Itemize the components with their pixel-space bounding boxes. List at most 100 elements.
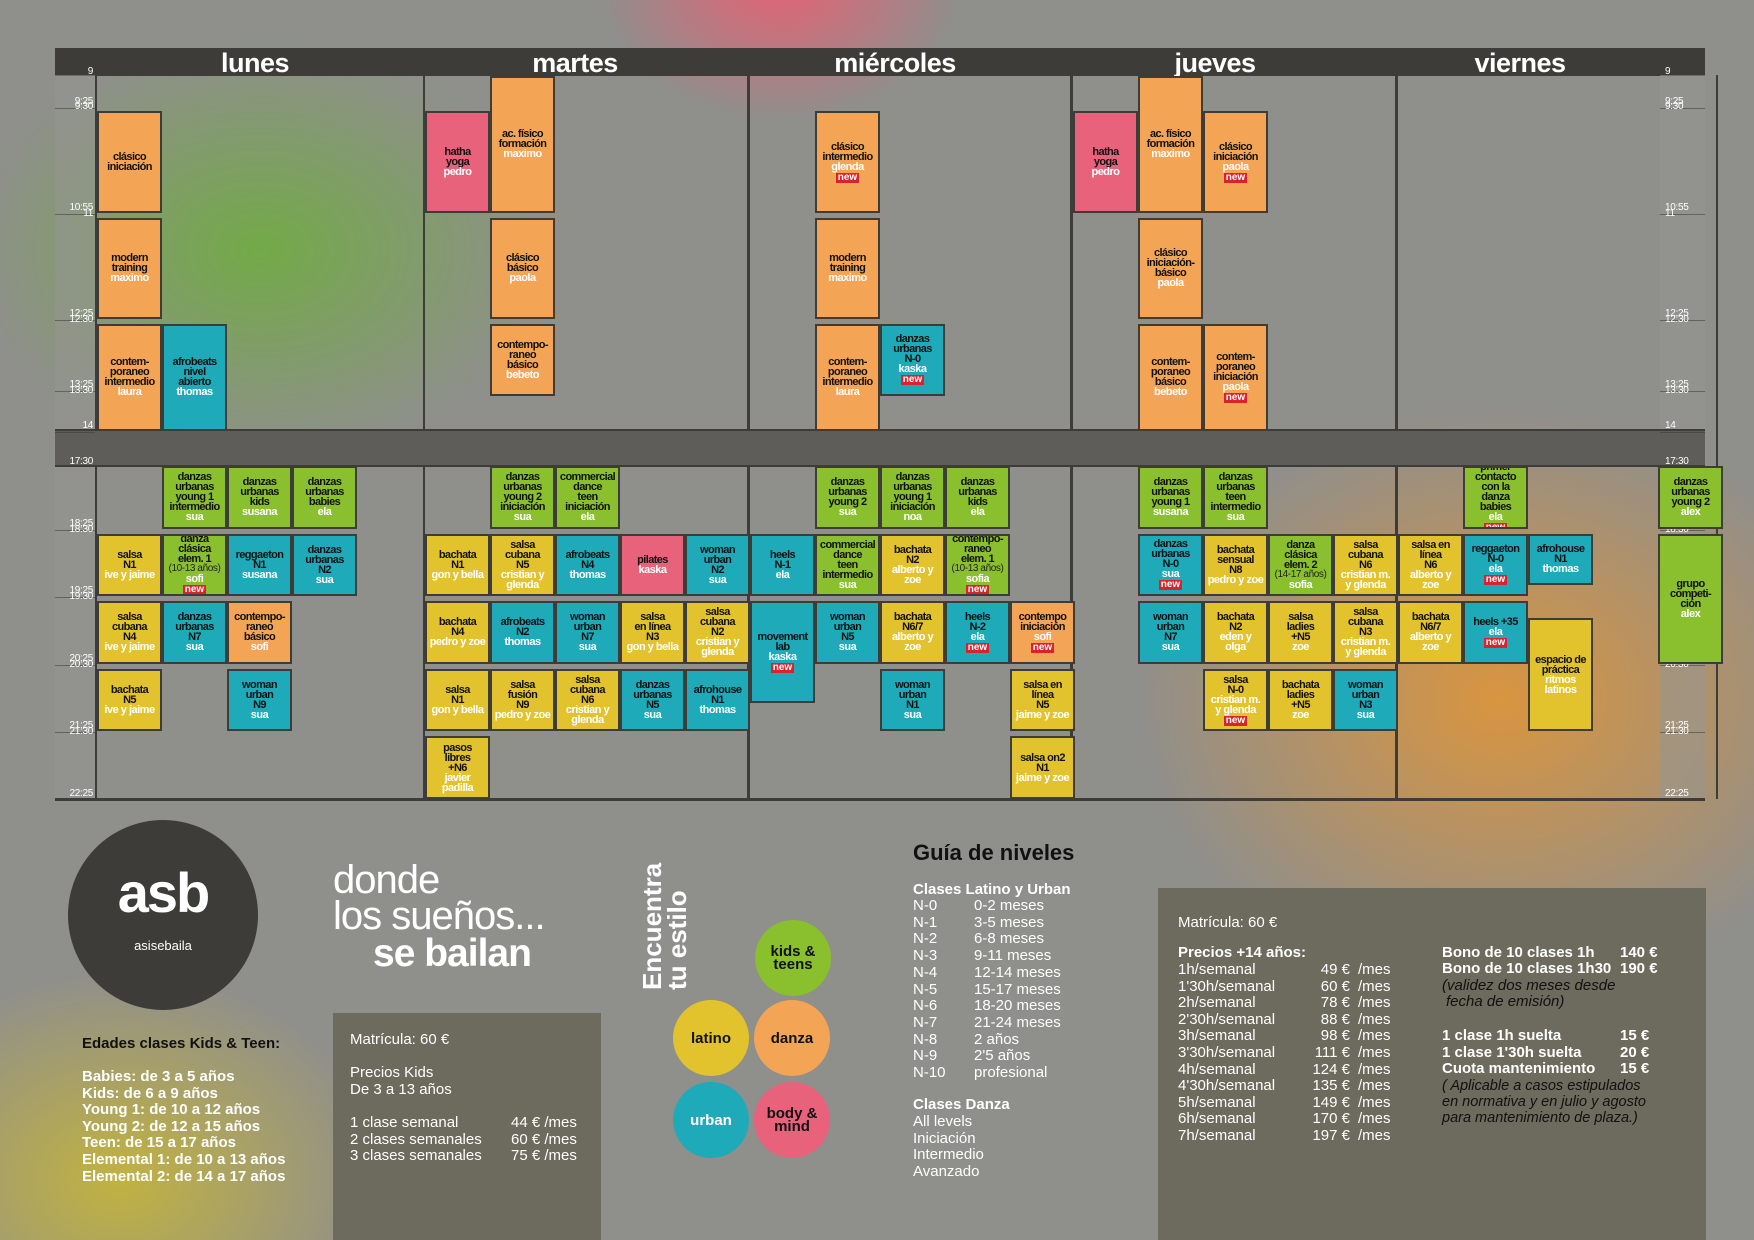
class-block[interactable]: salsa en línea N5 jaime y zoe (1010, 668, 1075, 732)
price-row-label: 3'30h/semanal (1178, 1044, 1276, 1061)
class-block[interactable]: afrohouse N1 thomas (685, 668, 750, 732)
class-block[interactable]: commercial dance teen intermedio sua (815, 533, 880, 597)
class-block[interactable]: primer contacto con la danza babies ela ne… (1463, 466, 1528, 529)
class-block[interactable]: danzas urbanas kids ela (945, 466, 1010, 529)
style-circle-2[interactable]: danza (754, 1000, 830, 1076)
class-block[interactable]: woman urban N5 sua (815, 601, 880, 664)
class-block[interactable]: contempo- raneo elem. 1 (10-13 años) sofia… (945, 533, 1010, 597)
class-block[interactable]: salsa cubana N4 ive y jaime (97, 601, 162, 664)
class-block[interactable]: danzas urbanas babies ela (292, 466, 357, 529)
class-block[interactable]: danzas urbanas teen intermedio sua (1203, 466, 1268, 529)
class-block[interactable]: heels N-2 ela new (945, 601, 1010, 664)
class-teacher: pedro y zoe (429, 636, 486, 649)
class-block[interactable]: salsa ladies +N5 zoe (1268, 601, 1333, 664)
style-title: Encuentra tu estilo (637, 840, 700, 990)
class-block[interactable]: afrohouse N1 thomas (1528, 533, 1593, 586)
class-block[interactable]: bachata ladies +N5 zoe (1268, 668, 1333, 732)
class-block[interactable]: salsa cubana N3 cristian m. y glenda (1333, 601, 1398, 664)
class-block[interactable]: pilates kaska (620, 533, 685, 597)
class-block[interactable]: danzas urbanas young 2 alex (1658, 466, 1723, 529)
class-block[interactable]: clásico iniciación- básico paola (1138, 217, 1203, 319)
class-block[interactable]: afrobeats N2 thomas (490, 601, 555, 664)
class-block[interactable]: movement lab kaska new (750, 601, 815, 704)
class-block[interactable]: bachata N2 eden y olga (1203, 601, 1268, 664)
class-block[interactable]: danzas urbanas N2 sua (292, 533, 357, 597)
class-block[interactable]: heels N-1 ela (750, 533, 815, 597)
class-block[interactable]: bachata sensual N8 pedro y zoe (1203, 533, 1268, 597)
class-block[interactable]: contempo- raneo básico bebeto (490, 323, 555, 396)
class-block[interactable]: bachata N6/7 alberto y zoe (880, 601, 945, 664)
class-block[interactable]: salsa on2 N1 jaime y zoe (1010, 736, 1075, 799)
class-block[interactable]: ac. físico formación maximo (1138, 76, 1203, 213)
class-block[interactable]: contempo iniciación sofi new (1010, 601, 1075, 664)
class-block[interactable]: hatha yoga pedro (425, 111, 490, 213)
class-block[interactable]: salsa cubana N2 cristian y glenda (685, 601, 750, 664)
class-block[interactable]: ac. físico formación maximo (490, 76, 555, 213)
style-circle-4[interactable]: body & mind (754, 1082, 830, 1158)
class-block[interactable]: reggaeton N1 susana (227, 533, 292, 597)
class-block[interactable]: woman urban N9 sua (227, 668, 292, 732)
class-block[interactable]: heels +35 ela new (1463, 601, 1528, 664)
style-circle-0[interactable]: kids & teens (755, 920, 831, 996)
class-teacher: sua (315, 573, 334, 586)
class-block[interactable]: woman urban N7 sua (1138, 601, 1203, 664)
class-block[interactable]: modern training maximo (97, 217, 162, 319)
class-block[interactable]: commercial dance teen iniciación ela (555, 466, 620, 529)
class-block[interactable]: salsa en línea N6 alberto y zoe (1398, 533, 1463, 597)
class-teacher: ritmos latinos (1544, 673, 1577, 696)
class-block[interactable]: pasos libres +N6 javier padilla (425, 736, 490, 799)
class-block[interactable]: salsa N1 ive y jaime (97, 533, 162, 597)
class-block[interactable]: contem- poraneo intermedio laura (815, 323, 880, 431)
class-block[interactable]: clásico iniciación (97, 111, 162, 213)
class-block[interactable]: danzas urbanas N7 sua (162, 601, 227, 664)
new-badge: new (182, 584, 207, 596)
class-block[interactable]: clásico básico paola (490, 217, 555, 319)
class-teacher: sofi (185, 573, 204, 586)
class-block[interactable]: bachata N1 gon y bella (425, 533, 490, 597)
class-block[interactable]: woman urban N3 sua (1333, 668, 1398, 732)
style-circle-1[interactable]: latino (673, 1000, 749, 1076)
class-block[interactable]: bachata N4 pedro y zoe (425, 601, 490, 664)
class-block[interactable]: grupo competi- ción alex (1658, 533, 1723, 664)
style-circle-3[interactable]: urban (673, 1082, 749, 1158)
class-block[interactable]: salsa N1 gon y bella (425, 668, 490, 732)
class-block[interactable]: danza clásica elem. 2 (14-17 años) sofia (1268, 533, 1333, 597)
class-block[interactable]: salsa fusión N9 pedro y zoe (490, 668, 555, 732)
class-block[interactable]: bachata N5 ive y jaime (97, 668, 162, 732)
time-line (55, 529, 95, 531)
class-block[interactable]: woman urban N2 sua (685, 533, 750, 597)
class-block[interactable]: bachata N2 alberto y zoe (880, 533, 945, 597)
class-block[interactable]: contem- poraneo básico bebeto (1138, 323, 1203, 431)
class-block[interactable]: modern training maximo (815, 217, 880, 319)
class-block[interactable]: danzas urbanas N-0 sua new (1138, 533, 1203, 597)
class-block[interactable]: hatha yoga pedro (1073, 111, 1138, 213)
class-block[interactable]: salsa cubana N5 cristian y glenda (490, 533, 555, 597)
class-block[interactable]: salsa en línea N3 gon y bella (620, 601, 685, 664)
class-block[interactable]: salsa N-0 cristian m. y glenda new (1203, 668, 1268, 732)
class-block[interactable]: danzas urbanas young 1 iniciación noa (880, 466, 945, 529)
class-block[interactable]: contem- poraneo iniciación paola new (1203, 323, 1268, 431)
class-block[interactable]: danzas urbanas young 1 intermedio sua (162, 466, 227, 529)
class-block[interactable]: danzas urbanas young 2 sua (815, 466, 880, 529)
class-block[interactable]: salsa cubana N6 cristian m. y glenda (1333, 533, 1398, 597)
class-block[interactable]: contempo- raneo básico sofi (227, 601, 292, 664)
class-block[interactable]: clásico iniciación paola new (1203, 111, 1268, 213)
class-block[interactable]: salsa cubana N6 cristian y glenda (555, 668, 620, 732)
class-block[interactable]: danzas urbanas N5 sua (620, 668, 685, 732)
time-label-left: 12:30 (69, 313, 93, 325)
class-block[interactable]: woman urban N1 sua (880, 668, 945, 732)
class-block[interactable]: bachata N6/7 alberto y zoe (1398, 601, 1463, 664)
class-block[interactable]: danzas urbanas young 1 susana (1138, 466, 1203, 529)
class-block[interactable]: danzas urbanas young 2 iniciación sua (490, 466, 555, 529)
class-block[interactable]: afrobeats nivel abierto thomas (162, 323, 227, 431)
class-block[interactable]: danza clásica elem. 1 (10-13 años) sofi new (162, 533, 227, 597)
class-block[interactable]: espacio de práctica ritmos latinos (1528, 617, 1593, 732)
class-block[interactable]: woman urban N7 sua (555, 601, 620, 664)
class-block[interactable]: reggaeton N-0 ela new (1463, 533, 1528, 597)
class-block[interactable]: contem- poraneo intermedio laura (97, 323, 162, 431)
class-name: clásico básico (505, 252, 540, 275)
class-block[interactable]: clásico intermedio glenda new (815, 111, 880, 213)
class-block[interactable]: afrobeats N4 thomas (555, 533, 620, 597)
class-block[interactable]: danzas urbanas N-0 kaska new (880, 323, 945, 396)
class-block[interactable]: danzas urbanas kids susana (227, 466, 292, 529)
